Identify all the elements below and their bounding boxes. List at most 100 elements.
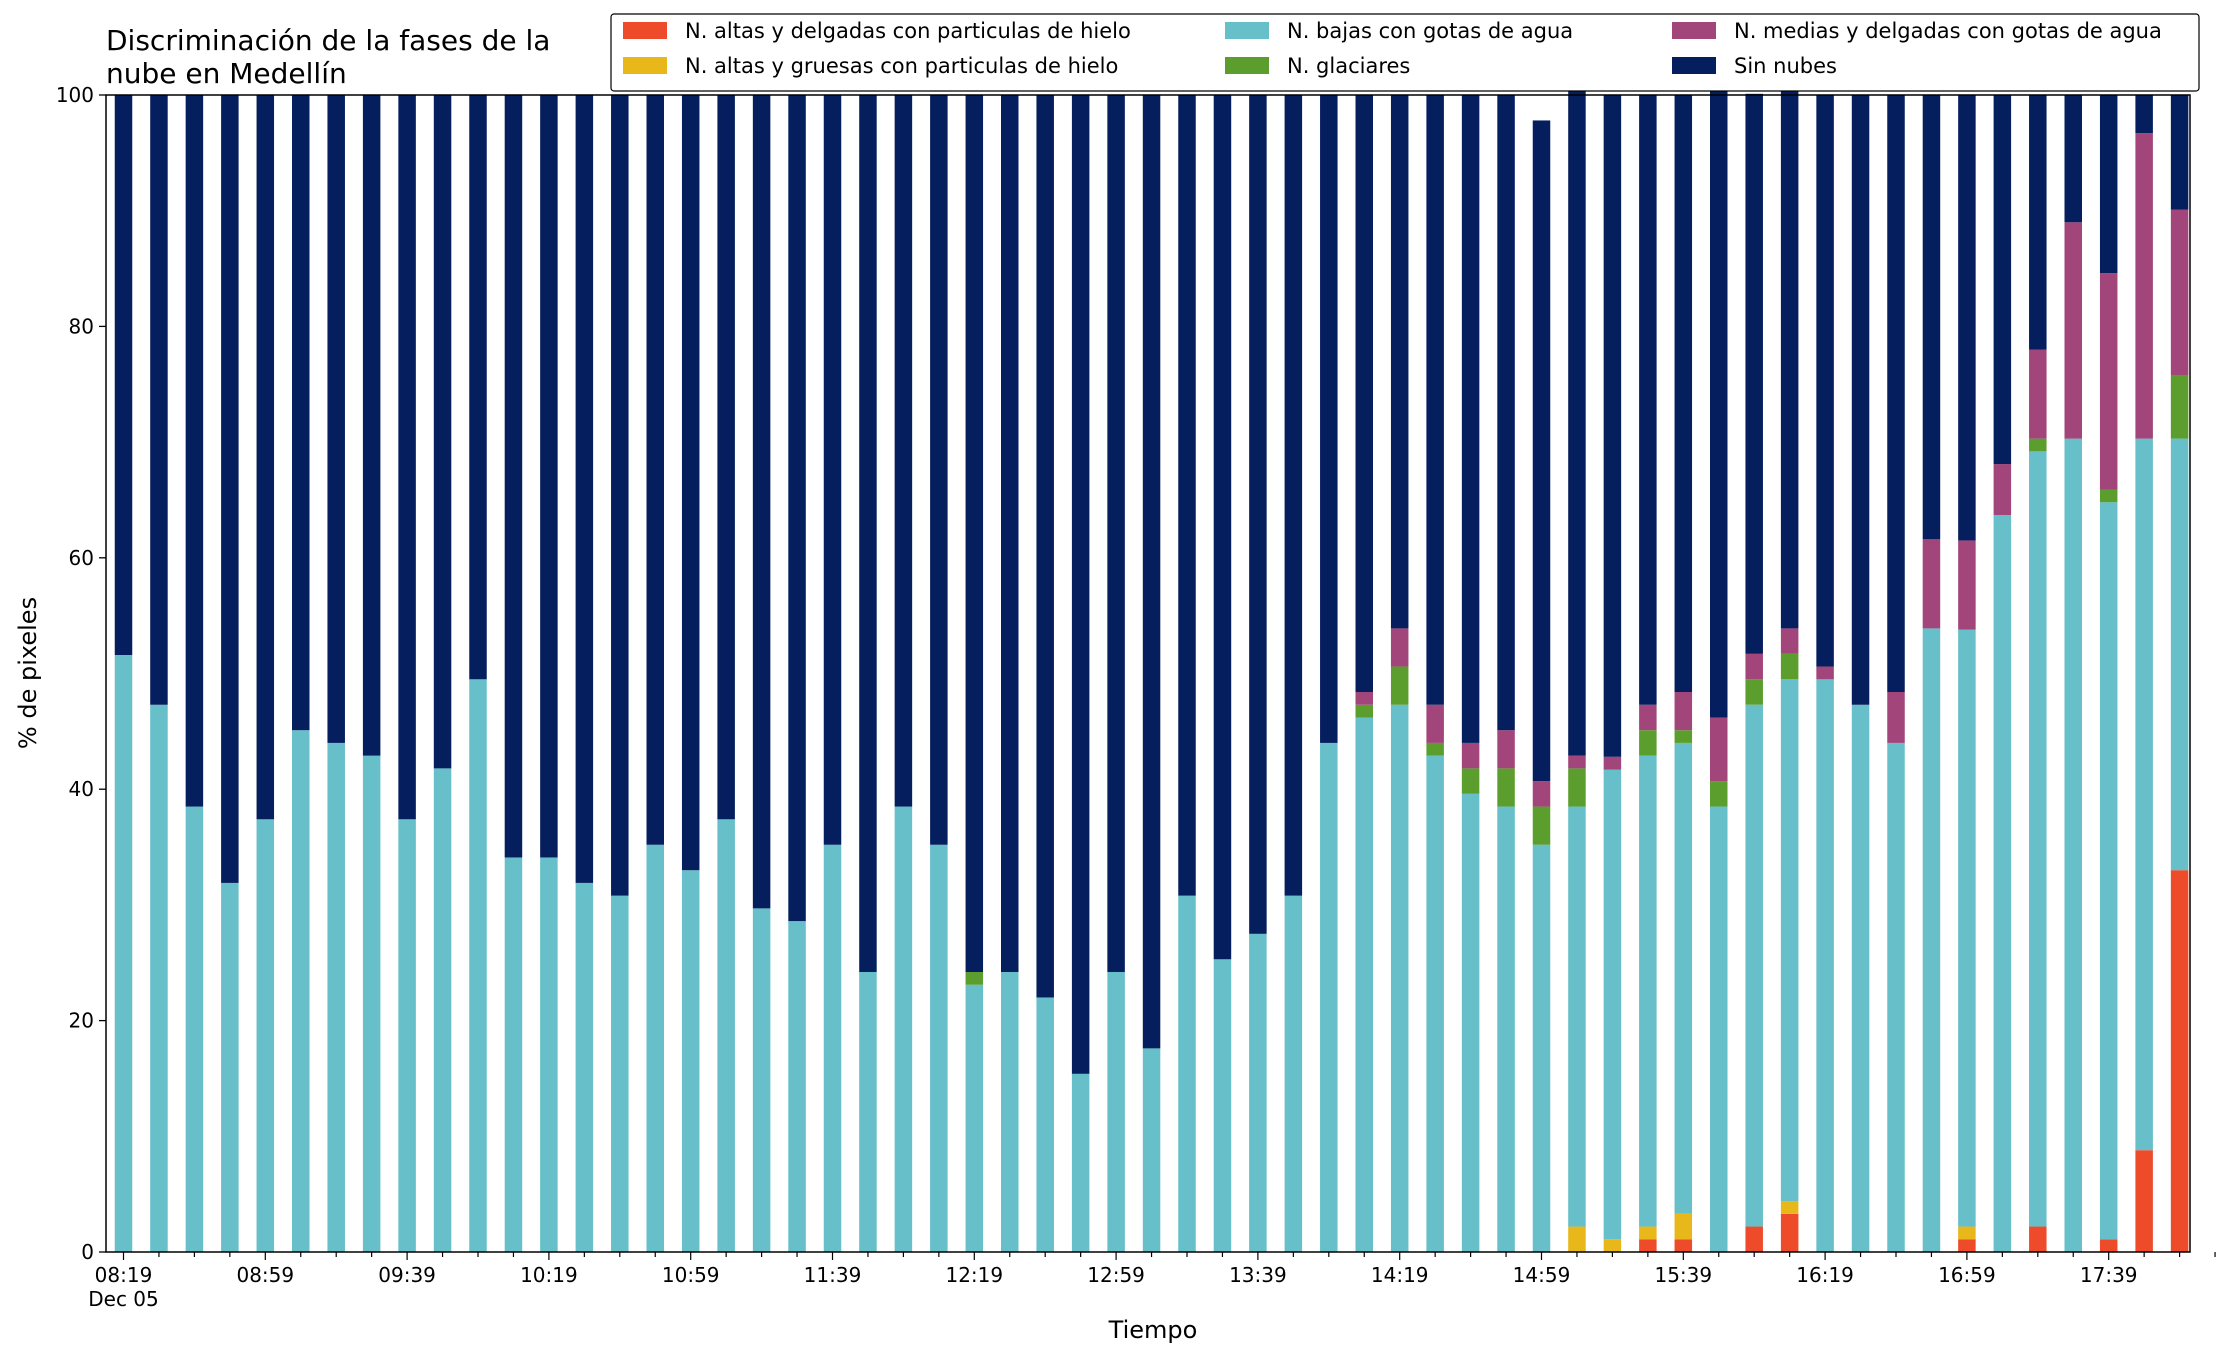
legend-label-4: N. medias y delgadas con gotas de agua: [1734, 19, 2162, 43]
bar-segment-s4-t50: [1887, 692, 1905, 743]
bar-segment-s2-t19: [788, 921, 806, 1252]
bar-segment-s2-t5: [292, 730, 310, 1252]
y-tick-label-0: 0: [81, 1240, 94, 1264]
bar-segment-s2-t9: [433, 768, 452, 1252]
bar-segment-s5-t54: [2029, 95, 2047, 350]
bar-segment-s2-t7: [362, 755, 381, 1252]
bar-segment-s2-t20: [823, 844, 842, 1252]
x-date-label: Dec 05: [88, 1287, 159, 1311]
bar-segment-s3-t38: [1461, 768, 1480, 794]
bar-segment-s2-t58: [2170, 438, 2189, 871]
bar-segment-s2-t50: [1887, 742, 1905, 1252]
bar-segment-s5-t58: [2170, 95, 2189, 210]
bar-segment-s5-t15: [646, 95, 664, 845]
bar-segment-s5-t5: [292, 95, 310, 731]
bar-segment-s5-t45: [1710, 56, 1728, 718]
bar-segment-s4-t36: [1390, 628, 1409, 667]
bar-segment-s4-t54: [2029, 349, 2047, 439]
bar-segment-s5-t56: [2099, 95, 2118, 274]
y-tick-label-4: 80: [69, 314, 94, 338]
bar-segment-s5-t39: [1497, 95, 1515, 731]
bar-segment-s4-t53: [1993, 464, 2012, 515]
bar-segment-s4-t35: [1355, 692, 1373, 705]
x-tick-label-14: 17:39: [2080, 1263, 2138, 1287]
bar-segment-s3-t36: [1390, 666, 1409, 705]
bar-segment-s5-t7: [362, 95, 381, 756]
bar-segment-s5-t32: [1249, 95, 1267, 934]
bar-segment-s2-t33: [1284, 895, 1303, 1252]
bar-segment-s2-t39: [1497, 806, 1515, 1252]
bar-segment-s5-t38: [1461, 95, 1480, 743]
bar-segment-s5-t6: [327, 95, 345, 743]
bar-segment-s2-t11: [504, 857, 523, 1252]
bar-segment-s1-t44: [1674, 1213, 1693, 1240]
bar-segment-s2-t40: [1532, 844, 1551, 1252]
bar-segment-s5-t29: [1142, 95, 1161, 1049]
bar-segment-s5-t23: [930, 95, 948, 845]
bar-segment-s2-t31: [1213, 959, 1232, 1252]
bar-segment-s3-t56: [2099, 489, 2118, 503]
bar-segment-s2-t54: [2029, 451, 2047, 1227]
bar-segment-s3-t39: [1497, 768, 1515, 807]
bar-segment-s5-t2: [185, 95, 204, 807]
bar-segment-s3-t47: [1780, 653, 1799, 680]
bar-segment-s5-t25: [1001, 95, 1019, 973]
bar-segment-s4-t45: [1710, 717, 1728, 782]
legend-label-3: N. glaciares: [1287, 54, 1410, 78]
bar-segment-s2-t15: [646, 844, 664, 1252]
bar-segment-s0-t43: [1639, 1239, 1657, 1252]
bar-segment-s4-t48: [1816, 666, 1834, 680]
bar-segment-s3-t43: [1639, 730, 1657, 756]
bar-segment-s5-t42: [1603, 95, 1622, 757]
bar-segment-s2-t49: [1851, 704, 1870, 1252]
bar-segment-s2-t37: [1426, 755, 1444, 1252]
x-tick-label-12: 16:19: [1796, 1263, 1854, 1287]
bar-segment-s5-t26: [1036, 95, 1054, 998]
bar-segment-s5-t41: [1568, 82, 1586, 756]
bar-segment-s3-t40: [1532, 806, 1551, 845]
x-axis-label: Tiempo: [1108, 1316, 1198, 1344]
bar-segment-s4-t37: [1426, 704, 1444, 743]
bar-segment-s2-t4: [256, 819, 275, 1252]
bar-segment-s0-t44: [1674, 1239, 1693, 1252]
legend: N. altas y delgadas con particulas de hi…: [610, 13, 2200, 92]
bar-segment-s2-t27: [1071, 1073, 1090, 1252]
y-axis-label: % de pixeles: [14, 597, 42, 749]
bar-segment-s2-t51: [1922, 628, 1941, 1252]
bar-segment-s5-t40: [1532, 120, 1551, 782]
bar-segment-s2-t35: [1355, 717, 1373, 1252]
bar-segment-s5-t11: [504, 95, 523, 858]
bar-segment-s2-t29: [1142, 1048, 1161, 1252]
bar-segment-s2-t44: [1674, 742, 1693, 1214]
bar-segment-s5-t49: [1851, 95, 1870, 705]
bar-segment-s5-t8: [398, 95, 416, 820]
bar-segment-s2-t21: [859, 972, 877, 1252]
bar-segment-s5-t35: [1355, 95, 1373, 693]
bar-segment-s5-t36: [1390, 95, 1409, 629]
x-tick-label-13: 16:59: [1938, 1263, 1996, 1287]
bar-segment-s2-t34: [1320, 742, 1338, 1252]
bar-segment-s2-t8: [398, 819, 416, 1252]
x-tick-label-11: 15:39: [1654, 1263, 1712, 1287]
bar-segment-s2-t28: [1107, 972, 1125, 1252]
bar-segment-s5-t12: [540, 95, 558, 858]
bar-segment-s4-t38: [1461, 742, 1480, 769]
bar-segment-s5-t19: [788, 95, 806, 922]
bar-segment-s5-t18: [752, 95, 771, 909]
bar-segment-s5-t20: [823, 95, 842, 845]
bar-segment-s2-t47: [1780, 679, 1799, 1202]
bar-segment-s2-t10: [469, 679, 487, 1252]
legend-swatch-0: [623, 22, 667, 39]
bar-segment-s5-t55: [2064, 95, 2082, 223]
y-tick-label-2: 40: [69, 777, 94, 801]
legend-swatch-3: [1225, 57, 1269, 74]
bar-segment-s3-t46: [1745, 679, 1763, 705]
bar-segment-s1-t47: [1780, 1201, 1799, 1214]
bar-segment-s2-t26: [1036, 997, 1054, 1252]
bar-segment-s2-t41: [1568, 806, 1586, 1227]
chart-title-line-2: nube en Medellín: [106, 57, 347, 90]
bar-segment-s3-t41: [1568, 768, 1586, 807]
bar-segment-s5-t27: [1071, 95, 1090, 1074]
bar-segment-s4-t57: [2135, 133, 2153, 439]
bar-segment-s0-t57: [2135, 1150, 2153, 1252]
